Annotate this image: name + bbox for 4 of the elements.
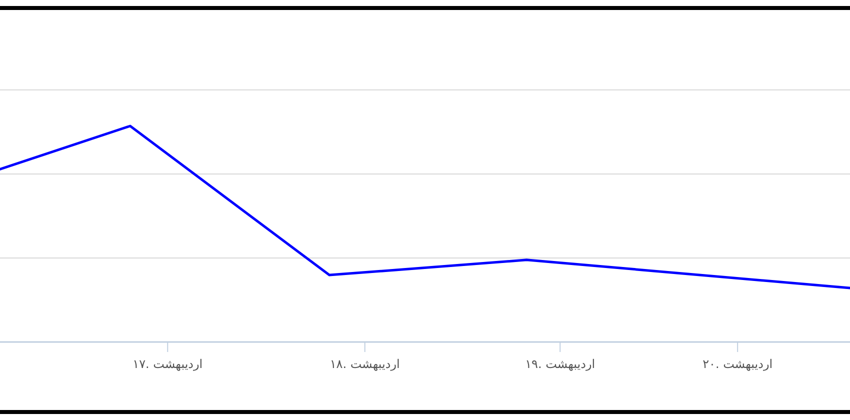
x-tick-label: ۱۷. اردیبهشت xyxy=(132,357,203,371)
x-tick-label: ۲۰. اردیبهشت xyxy=(702,357,773,371)
x-tick-label: ۱۸. اردیبهشت xyxy=(330,357,400,371)
x-tick-label: ۱۹. اردیبهشت xyxy=(525,357,596,371)
